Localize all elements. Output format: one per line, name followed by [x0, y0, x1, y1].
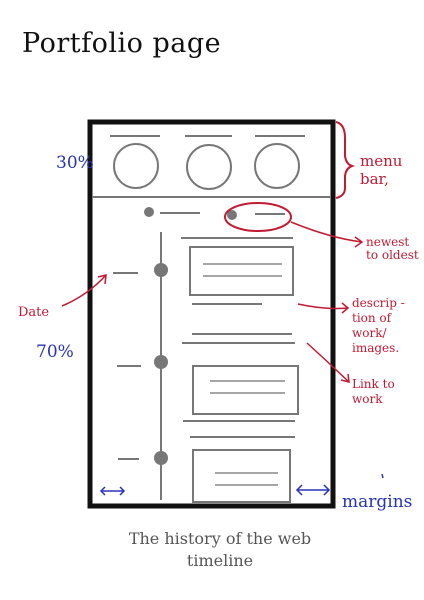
entry-card	[189, 246, 294, 296]
margins-label: margins	[342, 492, 413, 512]
sort-dot	[227, 210, 237, 220]
date-arrow	[61, 274, 107, 307]
margin-tick	[381, 473, 384, 479]
newest-label: newest to oldest	[366, 235, 419, 262]
sort-dot	[144, 207, 154, 217]
menu-height-label: 30%	[56, 153, 94, 173]
description-arrow	[297, 303, 349, 310]
timeline-height-label: 70%	[36, 342, 74, 362]
menu-circle-icon	[254, 143, 300, 189]
description-label: descrip -tion of work/ images.	[352, 296, 405, 355]
entry-card	[192, 365, 299, 415]
margin-arrowhead	[323, 484, 331, 496]
timeline-dot	[154, 355, 168, 369]
sort-highlight	[224, 202, 292, 232]
menu-circle-icon	[186, 144, 232, 190]
caption: The history of the web timeline	[100, 528, 340, 572]
margin-arrowhead	[295, 484, 303, 496]
margin-arrowhead	[119, 486, 126, 496]
page-frame	[87, 119, 336, 509]
menu-bracket	[335, 121, 356, 199]
link-arrowhead	[340, 373, 350, 383]
link-label: Link to work	[352, 377, 395, 406]
description-arrowhead	[341, 302, 350, 314]
menu-bar-label: menu bar,	[360, 152, 403, 188]
newest-arrowhead	[354, 236, 364, 248]
timeline-dot	[154, 263, 168, 277]
date-arrowhead	[97, 274, 107, 285]
page-title: Portfolio page	[22, 28, 222, 59]
link-arrow	[306, 342, 350, 383]
caption-line-1: The history of the web	[128, 529, 312, 548]
timeline-dot	[154, 451, 168, 465]
menu-circle-icon	[113, 143, 159, 189]
margin-arrowhead	[99, 486, 106, 496]
date-label: Date	[18, 305, 50, 320]
newest-arrow	[290, 221, 363, 243]
caption-line-2: timeline	[186, 551, 254, 570]
entry-card	[192, 449, 291, 503]
